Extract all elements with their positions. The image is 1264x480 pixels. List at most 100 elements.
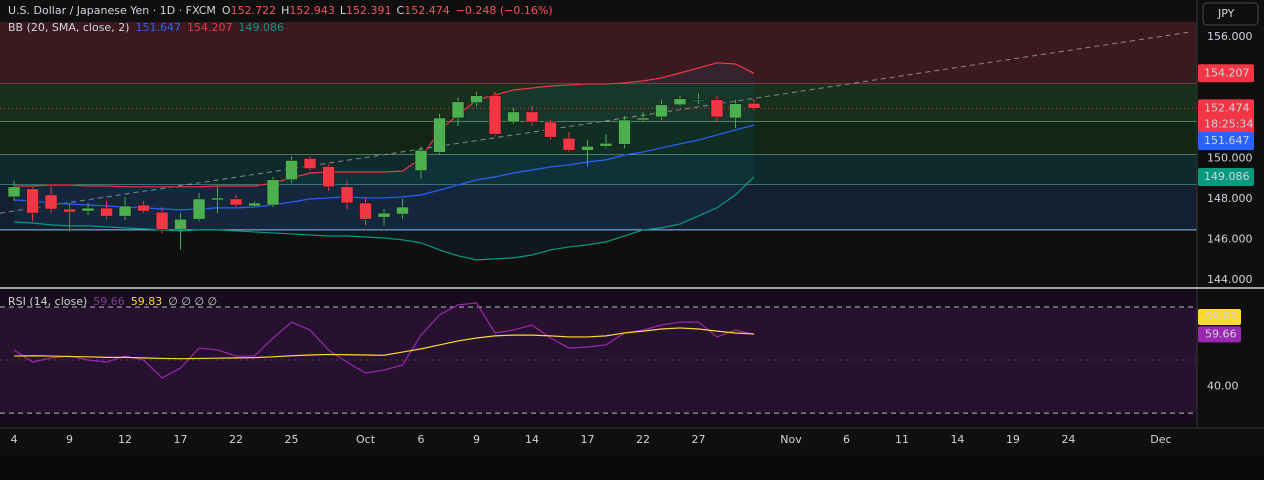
- rsi-label: 59.66: [1205, 327, 1237, 340]
- rsi-ma-value: 59.83: [131, 295, 163, 308]
- currency-button[interactable]: [1202, 2, 1259, 26]
- x-tick-label: 27: [691, 433, 705, 446]
- rsi-label-box: [1198, 308, 1241, 325]
- candle-body: [155, 211, 169, 230]
- c-value: 152.474: [404, 4, 450, 17]
- candle-body: [729, 103, 742, 119]
- candle-body: [507, 111, 520, 123]
- candle-body: [137, 204, 150, 212]
- x-tick-label: 19: [1006, 433, 1020, 446]
- candle-body: [359, 202, 372, 220]
- o-value: 152.722: [231, 4, 277, 17]
- candle-body: [618, 119, 631, 145]
- candle-body: [396, 206, 409, 215]
- rsi-tick-label: 40.00: [1207, 380, 1239, 393]
- candle-body: [211, 197, 224, 201]
- x-tick-label: 17: [174, 433, 188, 446]
- rsi-label: 59.83: [1205, 310, 1237, 323]
- symbol-title: U.S. Dollar / Japanese Yen · 1D · FXCM: [8, 4, 216, 17]
- y-tick-label: 150.000: [1207, 151, 1253, 164]
- candle-body: [470, 95, 483, 104]
- price-label: 149.086: [1204, 170, 1250, 183]
- y-tick-label: 146.000: [1207, 232, 1253, 245]
- rsi-band: [0, 306, 1197, 414]
- price-label-box: [1198, 167, 1254, 186]
- trend-line: [0, 31, 1191, 214]
- candle-body: [100, 207, 113, 217]
- candle-body: [81, 207, 95, 212]
- candle-body: [525, 111, 539, 123]
- x-tick-label: 6: [418, 433, 425, 446]
- x-tick-label: 25: [285, 433, 299, 446]
- price-zone: [0, 22, 1197, 84]
- rsi-legend: RSI (14, close) 59.66 59.83 ∅ ∅ ∅ ∅: [8, 295, 217, 308]
- candle-body: [303, 158, 317, 169]
- price-label-box: [1198, 64, 1254, 83]
- candle-body: [248, 202, 261, 207]
- y-tick-label: 148.000: [1207, 192, 1253, 205]
- candle-body: [544, 121, 557, 138]
- price-label: 152.474: [1204, 101, 1250, 114]
- candle-body: [451, 101, 465, 119]
- x-tick-label: 12: [118, 433, 132, 446]
- rsi-label-box: [1198, 326, 1241, 343]
- footer: [0, 455, 1264, 480]
- candle-body: [192, 198, 206, 220]
- price-zone: [0, 122, 1197, 156]
- candle-body: [7, 186, 21, 198]
- x-tick-label: 9: [473, 433, 480, 446]
- x-tick-label: Nov: [780, 433, 802, 446]
- candle-body: [414, 150, 428, 171]
- rsi-title: RSI (14, close): [8, 295, 87, 308]
- candle-body: [581, 146, 594, 151]
- x-tick-label: 24: [1061, 433, 1075, 446]
- candle-body: [229, 198, 243, 206]
- h-value: 152.943: [289, 4, 335, 17]
- candle-body: [26, 188, 39, 214]
- x-tick-label: 22: [636, 433, 650, 446]
- price-zone: [0, 155, 1197, 185]
- legend-line: U.S. Dollar / Japanese Yen · 1D · FXCM O1…: [8, 4, 553, 17]
- candle-body: [599, 143, 613, 147]
- x-tick-label: 14: [525, 433, 539, 446]
- candle-body: [747, 103, 761, 109]
- indicator-legend: BB (20, SMA, close, 2) 151.647 154.207 149.…: [8, 21, 284, 34]
- candle-body: [673, 98, 687, 106]
- candle-body: [655, 104, 668, 118]
- bb-line: [14, 62, 755, 188]
- indicator-title: BB (20, SMA, close, 2): [8, 21, 129, 34]
- candle-body: [377, 212, 391, 218]
- candle-body: [285, 160, 298, 180]
- candle-body: [44, 194, 58, 210]
- c-label: C: [397, 4, 405, 17]
- currency-label[interactable]: JPY: [1217, 7, 1235, 20]
- x-tick-label: Dec: [1150, 433, 1171, 446]
- x-tick-label: Oct: [356, 433, 376, 446]
- l-label: L: [340, 4, 347, 17]
- x-tick-label: 4: [11, 433, 18, 446]
- x-tick-label: 14: [950, 433, 964, 446]
- candle-body: [63, 208, 76, 213]
- y-tick-label: 156.000: [1207, 30, 1253, 43]
- candle-body: [340, 186, 354, 204]
- candle-body: [118, 205, 132, 217]
- candle-body: [322, 166, 335, 188]
- candle-body: [266, 179, 280, 206]
- price-label: 151.647: [1204, 134, 1250, 147]
- rsi-line: [14, 327, 755, 360]
- x-tick-label: 22: [229, 433, 243, 446]
- l-value: 152.391: [346, 4, 392, 17]
- candle-body: [488, 95, 502, 135]
- price-zone: [0, 83, 1197, 123]
- candle-body: [433, 117, 446, 153]
- countdown: 18:25:34: [1204, 117, 1253, 130]
- h-label: H: [281, 4, 289, 17]
- x-tick-label: 11: [895, 433, 909, 446]
- candle-body: [692, 99, 705, 102]
- price-label-box: [1198, 99, 1254, 134]
- bb-basis-value: 151.647: [135, 21, 181, 34]
- candle-body: [174, 218, 187, 230]
- candle-body: [562, 137, 576, 151]
- bb-upper-value: 154.207: [187, 21, 233, 34]
